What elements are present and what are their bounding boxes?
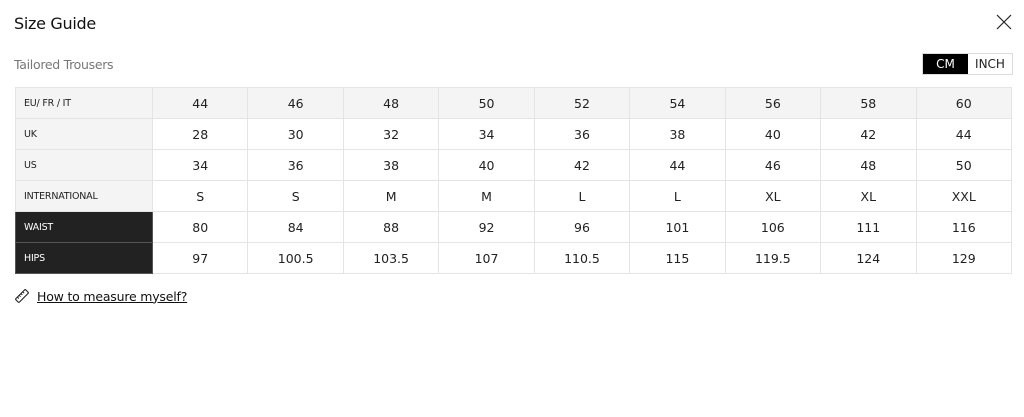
size-cell: 34 xyxy=(151,149,249,181)
size-cell: 92 xyxy=(438,211,535,243)
size-cell: 52 xyxy=(533,87,631,119)
size-cell: S xyxy=(247,180,344,212)
how-to-measure-link[interactable]: How to measure myself? xyxy=(14,288,187,304)
size-cell: XXL xyxy=(915,180,1012,212)
size-cell: 42 xyxy=(533,149,631,181)
size-cell: 50 xyxy=(915,149,1012,181)
size-cell: 40 xyxy=(438,149,535,181)
row-label: WAIST xyxy=(15,211,153,243)
size-cell: L xyxy=(629,180,726,212)
size-cell: 103.5 xyxy=(342,242,440,274)
size-cell: 110.5 xyxy=(533,242,631,274)
close-button[interactable] xyxy=(994,12,1014,32)
row-label: EU/ FR / IT xyxy=(15,87,153,119)
size-cell: 42 xyxy=(820,118,917,150)
size-cell: 48 xyxy=(342,87,440,119)
unit-cm-button[interactable]: CM xyxy=(923,54,968,74)
size-cell: 88 xyxy=(342,211,440,243)
size-cell: XL xyxy=(820,180,917,212)
size-cell: 28 xyxy=(151,118,249,150)
how-to-measure-label: How to measure myself? xyxy=(37,288,188,304)
row-label: INTERNATIONAL xyxy=(15,180,153,212)
size-cell: M xyxy=(342,180,440,212)
size-cell: 116 xyxy=(915,211,1012,243)
close-icon xyxy=(996,14,1012,30)
size-cell: 115 xyxy=(629,242,726,274)
size-cell: 80 xyxy=(151,211,249,243)
size-cell: 48 xyxy=(820,149,917,181)
row-label: US xyxy=(15,149,153,181)
size-cell: 46 xyxy=(247,87,344,119)
size-cell: 97 xyxy=(151,242,249,274)
table-row: US 34 36 38 40 42 44 46 48 50 xyxy=(15,149,1012,181)
size-cell: 106 xyxy=(724,211,822,243)
size-cell: 54 xyxy=(629,87,726,119)
size-cell: 56 xyxy=(724,87,822,119)
size-cell: 107 xyxy=(438,242,535,274)
size-cell: 44 xyxy=(629,149,726,181)
table-row: INTERNATIONAL S S M M L L XL XL XXL xyxy=(15,180,1012,212)
size-cell: 34 xyxy=(438,118,535,150)
size-cell: 100.5 xyxy=(247,242,344,274)
size-cell: 38 xyxy=(629,118,726,150)
size-cell: 111 xyxy=(820,211,917,243)
table-row: HIPS 97 100.5 103.5 107 110.5 115 119.5 124 129 xyxy=(15,242,1012,274)
size-cell: 96 xyxy=(533,211,631,243)
size-cell: L xyxy=(533,180,631,212)
unit-inch-button[interactable]: INCH xyxy=(968,54,1012,74)
size-cell: 124 xyxy=(820,242,917,274)
size-cell: 44 xyxy=(151,87,249,119)
size-cell: 58 xyxy=(820,87,917,119)
size-cell: 44 xyxy=(915,118,1012,150)
product-name: Tailored Trousers xyxy=(14,57,114,72)
row-label: HIPS xyxy=(15,242,153,274)
table-row: EU/ FR / IT 44 46 48 50 52 54 56 58 60 xyxy=(15,87,1012,119)
size-cell: 50 xyxy=(438,87,535,119)
size-cell: 40 xyxy=(724,118,822,150)
size-cell: M xyxy=(438,180,535,212)
row-label: UK xyxy=(15,118,153,150)
size-cell: 60 xyxy=(915,87,1012,119)
page-title: Size Guide xyxy=(14,14,96,33)
size-cell: 84 xyxy=(247,211,344,243)
size-cell: XL xyxy=(724,180,822,212)
size-cell: 46 xyxy=(724,149,822,181)
size-cell: 30 xyxy=(247,118,344,150)
size-cell: 119.5 xyxy=(724,242,822,274)
size-cell: S xyxy=(151,180,249,212)
size-cell: 101 xyxy=(629,211,726,243)
size-cell: 36 xyxy=(533,118,631,150)
size-cell: 36 xyxy=(247,149,344,181)
size-cell: 129 xyxy=(915,242,1012,274)
ruler-icon xyxy=(15,289,29,303)
table-row: WAIST 80 84 88 92 96 101 106 111 116 xyxy=(15,211,1012,243)
size-table: EU/ FR / IT 44 46 48 50 52 54 56 58 60 UK 28 30 32 34 3… xyxy=(15,87,1012,274)
size-cell: 32 xyxy=(342,118,440,150)
table-row: UK 28 30 32 34 36 38 40 42 44 xyxy=(15,118,1012,150)
size-cell: 38 xyxy=(342,149,440,181)
unit-toggle: CM INCH xyxy=(922,53,1013,75)
